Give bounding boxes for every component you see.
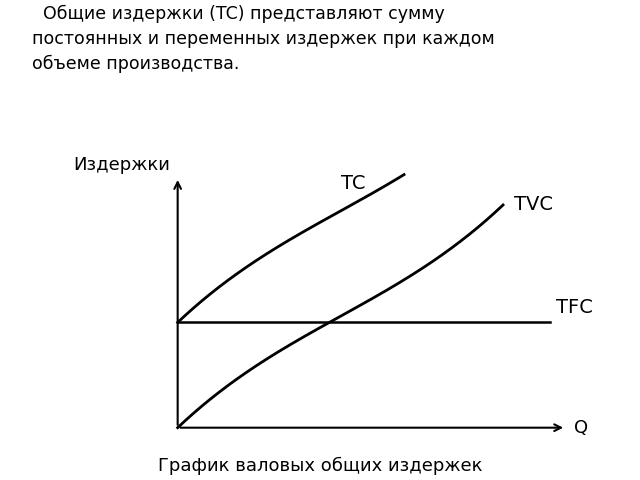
Text: TC: TC xyxy=(341,173,365,192)
Text: Общие издержки (TC) представляют сумму
постоянных и переменных издержек при кажд: Общие издержки (TC) представляют сумму п… xyxy=(32,5,495,73)
Text: TVC: TVC xyxy=(513,195,552,215)
Text: Издержки: Издержки xyxy=(73,156,170,174)
Text: TFC: TFC xyxy=(556,298,593,317)
Text: График валовых общих издержек: График валовых общих издержек xyxy=(157,457,483,475)
Text: Q: Q xyxy=(574,419,588,437)
